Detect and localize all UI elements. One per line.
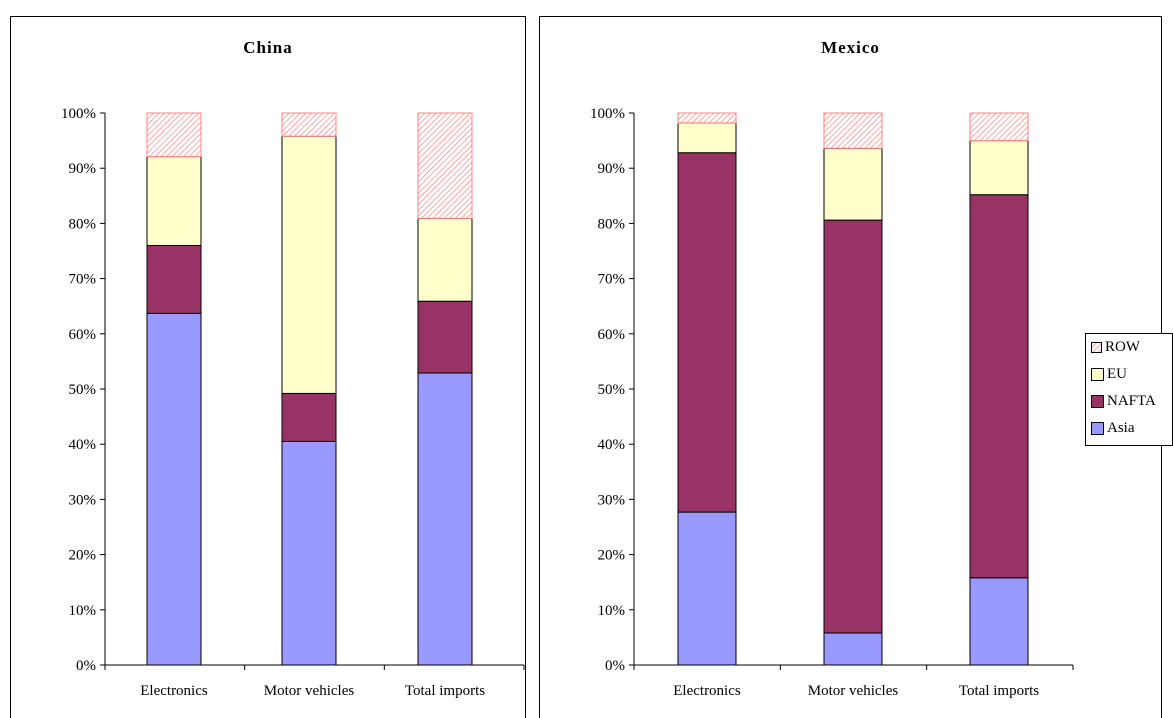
legend-label-eu: EU: [1107, 365, 1127, 382]
mexico-y-tick-label: 80%: [598, 216, 626, 232]
legend-swatch-nafta: [1091, 394, 1104, 408]
chart-legend: ROW EU NAFTA Asia: [1085, 333, 1173, 446]
mexico-y-tick-label: 10%: [598, 603, 626, 619]
legend-item-eu: EU: [1091, 364, 1127, 384]
china-chart-title: China: [243, 38, 293, 57]
legend-item-row: ROW: [1091, 337, 1140, 357]
china-bar-row: [417, 112, 473, 219]
china-bar-asia: [281, 440, 337, 666]
china-bar-row: [146, 112, 202, 158]
china-bar-eu: [146, 156, 202, 246]
mexico-bar-row: [823, 112, 883, 149]
china-y-tick-label: 0%: [76, 658, 96, 674]
legend-item-nafta: NAFTA: [1091, 391, 1156, 411]
mexico-y-tick-label: 60%: [598, 327, 626, 343]
legend-label-asia: Asia: [1107, 419, 1135, 436]
mexico-bar-nafta: [969, 194, 1029, 579]
mexico-bar-asia: [677, 511, 737, 666]
china-y-tick-label: 60%: [69, 327, 97, 343]
legend-swatch-row: [1091, 341, 1102, 353]
china-y-tick-label: 40%: [69, 437, 97, 453]
china-x-tick-label: Motor vehicles: [264, 683, 355, 699]
mexico-bar-asia: [969, 577, 1029, 666]
mexico-chart-title: Mexico: [821, 38, 880, 57]
mexico-bar-eu: [823, 147, 883, 221]
china-bar-nafta: [146, 244, 202, 314]
mexico-y-tick-label: 90%: [598, 161, 626, 177]
legend-swatch-asia: [1091, 421, 1104, 435]
mexico-y-tick-label: 70%: [598, 272, 626, 288]
mexico-x-tick-label: Total imports: [959, 683, 1039, 699]
china-y-tick-label: 90%: [69, 161, 97, 177]
china-bar-eu: [281, 135, 337, 394]
china-y-tick-label: 10%: [69, 603, 97, 619]
mexico-bar-eu: [969, 140, 1029, 196]
china-y-tick-label: 30%: [69, 492, 97, 508]
mexico-y-tick-label: 40%: [598, 437, 626, 453]
legend-swatch-eu: [1091, 367, 1104, 381]
mexico-y-tick-label: 100%: [590, 106, 625, 122]
mexico-bar-nafta: [823, 219, 883, 634]
mexico-bar-eu: [677, 122, 737, 154]
legend-label-nafta: NAFTA: [1107, 392, 1156, 409]
mexico-bar-asia: [823, 632, 883, 666]
china-y-tick-label: 80%: [69, 216, 97, 232]
china-x-tick-label: Electronics: [140, 683, 208, 699]
china-y-tick-label: 70%: [69, 272, 97, 288]
mexico-y-tick-label: 20%: [598, 548, 626, 564]
mexico-bar-nafta: [677, 152, 737, 513]
mexico-x-tick-label: Motor vehicles: [808, 683, 899, 699]
legend-label-row: ROW: [1105, 338, 1140, 355]
china-bar-nafta: [281, 392, 337, 442]
mexico-bar-row: [677, 112, 737, 124]
china-bar-row: [281, 112, 337, 137]
china-y-tick-label: 20%: [69, 548, 97, 564]
mexico-y-tick-label: 50%: [598, 382, 626, 398]
china-bar-asia: [417, 372, 473, 666]
china-y-tick-label: 50%: [69, 382, 97, 398]
china-x-tick-label: Total imports: [405, 683, 485, 699]
legend-item-asia: Asia: [1091, 418, 1135, 438]
mexico-y-tick-label: 30%: [598, 492, 626, 508]
china-y-tick-label: 100%: [61, 106, 96, 122]
china-bar-nafta: [417, 300, 473, 374]
china-bar-eu: [417, 217, 473, 302]
china-bar-asia: [146, 312, 202, 666]
mexico-x-tick-label: Electronics: [673, 683, 741, 699]
mexico-bar-row: [969, 112, 1029, 142]
mexico-y-tick-label: 0%: [605, 658, 625, 674]
